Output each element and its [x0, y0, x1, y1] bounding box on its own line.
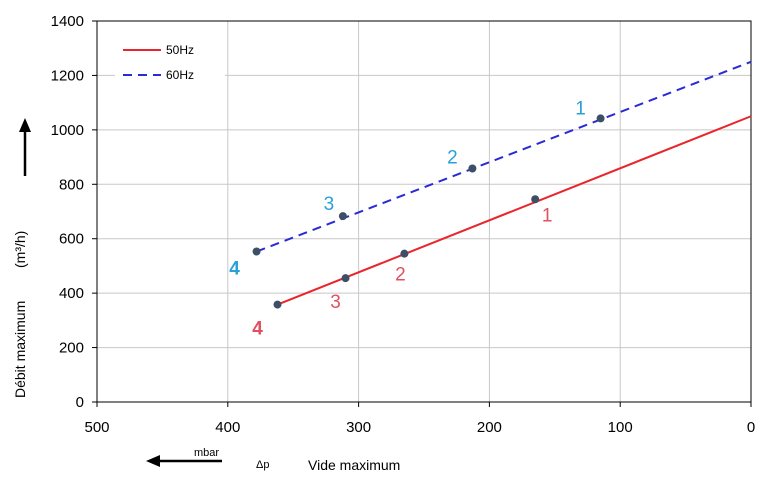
x-axis-unit: mbar — [194, 447, 219, 459]
y-tick-label: 800 — [59, 176, 84, 193]
y-tick-label: 1200 — [51, 67, 84, 84]
data-points: 1 2 3 4 1 2 3 4 — [229, 98, 605, 340]
y-tick-label: 400 — [59, 285, 84, 302]
legend: 50Hz 60Hz — [115, 34, 225, 92]
x-tick-label: 0 — [747, 419, 755, 436]
y-tick-label: 1400 — [51, 13, 84, 30]
data-point-60hz-1 — [596, 114, 605, 123]
series-lines — [256, 60, 752, 306]
x-axis-arrow-icon — [146, 455, 222, 467]
point-label-50hz-1: 1 — [542, 205, 553, 226]
series-line-50hz — [277, 115, 752, 306]
point-label-60hz-4: 4 — [229, 259, 240, 280]
data-point-60hz-2 — [468, 164, 477, 173]
y-axis-label: Débit maximum — [12, 301, 28, 398]
point-label-60hz-1: 1 — [575, 98, 586, 119]
y-tick-label: 0 — [76, 394, 84, 411]
x-tick-label: 100 — [608, 419, 633, 436]
point-label-60hz-2: 2 — [447, 148, 458, 169]
grid — [97, 21, 751, 402]
x-axis-symbol: Δp — [256, 459, 269, 471]
data-point-50hz-1 — [531, 195, 540, 204]
x-axis-label: Vide maximum — [308, 457, 400, 473]
ticks: 500 400 300 200 100 0020040060080010001200140… — [51, 13, 756, 436]
data-point-50hz-4 — [273, 300, 282, 309]
legend-label-50hz: 50Hz — [166, 43, 194, 57]
y-axis-arrow-icon — [19, 118, 31, 176]
series-line-60hz — [256, 60, 752, 253]
point-label-50hz-2: 2 — [395, 265, 406, 286]
y-axis-unit: (m³/h) — [12, 231, 28, 268]
point-label-50hz-3: 3 — [330, 292, 341, 313]
data-point-60hz-4 — [252, 247, 261, 256]
y-tick-label: 1000 — [51, 122, 84, 139]
legend-label-60hz: 60Hz — [166, 68, 194, 82]
x-tick-label: 500 — [84, 419, 109, 436]
point-label-50hz-4: 4 — [252, 319, 263, 340]
y-tick-label: 600 — [59, 231, 84, 248]
data-point-60hz-3 — [338, 212, 347, 221]
data-point-50hz-3 — [341, 274, 350, 283]
legend-box — [115, 34, 225, 92]
point-label-60hz-3: 3 — [324, 194, 335, 215]
y-tick-label: 200 — [59, 340, 84, 357]
data-point-50hz-2 — [400, 249, 409, 258]
x-tick-label: 300 — [346, 419, 371, 436]
x-tick-label: 200 — [477, 419, 502, 436]
x-tick-label: 400 — [215, 419, 240, 436]
plot-frame — [96, 20, 752, 403]
